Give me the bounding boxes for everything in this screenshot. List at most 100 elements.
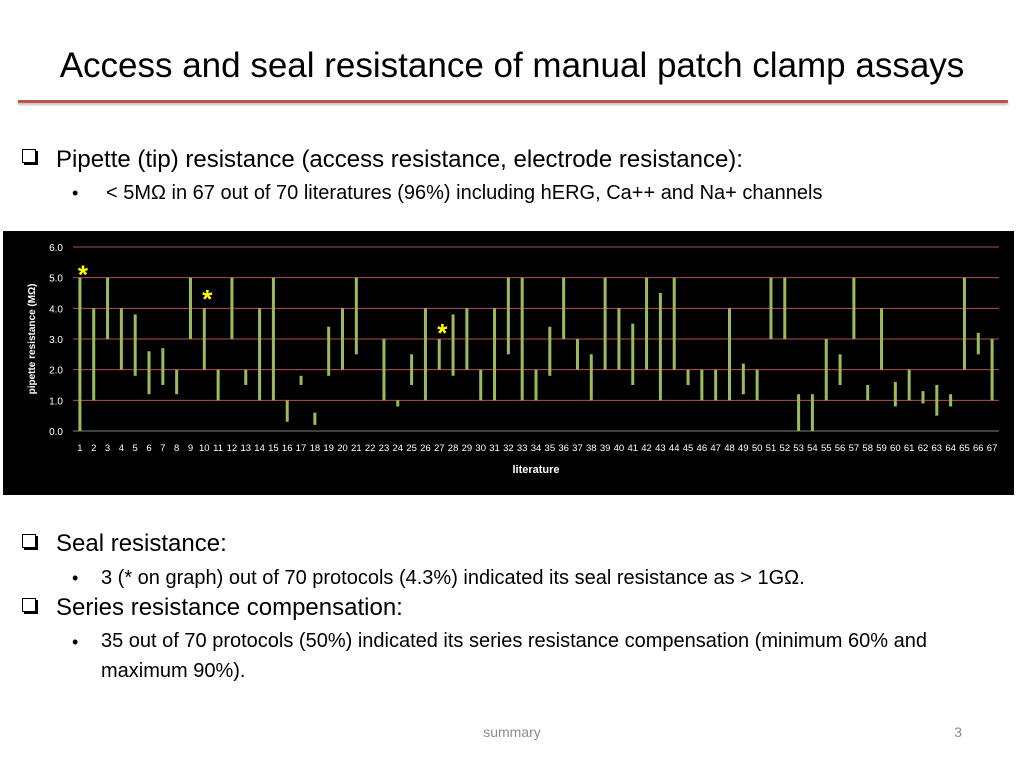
- range-bar: [714, 369, 718, 401]
- x-tick-label: 29: [462, 443, 473, 454]
- x-tick-label: 33: [517, 443, 528, 454]
- range-bar: [824, 339, 828, 401]
- series-heading: Series resistance compensation:: [56, 594, 403, 621]
- range-bar: [341, 308, 345, 370]
- slide-title: Access and seal resistance of manual pat…: [59, 46, 965, 85]
- range-bar: [893, 381, 897, 407]
- x-tick-label: 13: [240, 443, 251, 454]
- x-tick-label: 26: [420, 443, 431, 454]
- x-tick-label: 7: [160, 443, 165, 454]
- range-bar: [852, 277, 856, 339]
- range-bar: [106, 277, 110, 339]
- pipette-subpoint: < 5MΩ in 67 out of 70 literatures (96%) …: [106, 182, 823, 204]
- x-tick-label: 56: [835, 443, 846, 454]
- x-tick-label: 34: [531, 443, 542, 454]
- series-subpoint: 35 out of 70 protocols (50%) indicated i…: [101, 630, 927, 682]
- range-bar: [147, 351, 151, 395]
- x-tick-label: 22: [365, 443, 376, 454]
- x-tick-label: 50: [752, 443, 763, 454]
- range-bar: [354, 277, 358, 355]
- footer-label: summary: [483, 724, 541, 740]
- range-bar: [175, 369, 179, 395]
- range-bar: [658, 293, 662, 401]
- range-bar: [631, 323, 635, 385]
- range-bar: [976, 332, 980, 355]
- range-bar: [548, 326, 552, 376]
- y-axis-title: pipette resistance (MΩ): [27, 284, 38, 395]
- range-bar: [451, 314, 455, 376]
- x-tick-label: 27: [434, 443, 445, 454]
- range-bar: [700, 369, 704, 401]
- x-tick-label: 59: [876, 443, 887, 454]
- range-bar: [285, 400, 289, 422]
- x-tick-label: 28: [448, 443, 459, 454]
- y-tick-label: 5.0: [49, 274, 63, 285]
- range-bar: [382, 339, 386, 401]
- range-bar: [133, 314, 137, 376]
- chart-canvas: 0.01.02.03.04.05.06.01 2 3 4 5 6 7 8 9 10 11 12 13 14…: [27, 243, 999, 476]
- x-tick-label: 46: [697, 443, 708, 454]
- x-tick-label: 67: [987, 443, 998, 454]
- x-tick-label: 55: [821, 443, 832, 454]
- x-tick-label: 9: [188, 443, 193, 454]
- x-tick-label: 44: [669, 443, 680, 454]
- x-tick-label: 58: [862, 443, 873, 454]
- x-tick-label: 2: [91, 443, 96, 454]
- x-tick-label: 15: [268, 443, 279, 454]
- x-tick-label: 17: [296, 443, 307, 454]
- x-tick-label: 4: [119, 443, 124, 454]
- x-tick-label: 6: [146, 443, 151, 454]
- range-bar: [990, 339, 994, 401]
- range-bar: [258, 308, 262, 401]
- square-bullet-icon: [22, 149, 36, 163]
- x-tick-label: 12: [227, 443, 238, 454]
- range-bar: [119, 308, 123, 370]
- x-tick-label: 40: [614, 443, 625, 454]
- range-bar: [161, 348, 165, 385]
- x-tick-label: 66: [973, 443, 984, 454]
- range-bar: [949, 394, 953, 407]
- range-bar: [493, 308, 497, 401]
- x-tick-label: 25: [406, 443, 417, 454]
- range-bar: [575, 339, 579, 370]
- page-number: 3: [954, 724, 962, 740]
- x-tick-label: 54: [807, 443, 818, 454]
- star-annotation: *: [437, 318, 448, 348]
- x-tick-label: 19: [323, 443, 334, 454]
- star-annotation: *: [202, 284, 213, 314]
- x-tick-label: 20: [337, 443, 348, 454]
- range-bar: [520, 277, 524, 401]
- x-tick-label: 48: [724, 443, 735, 454]
- range-bar: [465, 308, 469, 370]
- range-bar: [686, 369, 690, 385]
- x-tick-label: 64: [945, 443, 956, 454]
- x-tick-label: 41: [627, 443, 638, 454]
- x-tick-label: 43: [655, 443, 666, 454]
- range-bar: [506, 277, 510, 355]
- title-underline: [18, 100, 1008, 103]
- range-bar: [437, 339, 441, 370]
- range-bar: [672, 277, 676, 370]
- range-bar: [271, 277, 275, 401]
- x-tick-label: 49: [738, 443, 749, 454]
- x-tick-label: 38: [586, 443, 597, 454]
- star-annotation: *: [78, 260, 89, 290]
- y-tick-label: 4.0: [49, 304, 63, 315]
- range-bar: [92, 308, 96, 401]
- x-tick-label: 65: [959, 443, 970, 454]
- x-tick-label: 31: [489, 443, 500, 454]
- square-bullet-icon: [22, 534, 36, 548]
- x-tick-label: 61: [904, 443, 915, 454]
- x-tick-label: 8: [174, 443, 179, 454]
- x-tick-label: 21: [351, 443, 362, 454]
- x-tick-label: 57: [849, 443, 860, 454]
- y-tick-label: 1.0: [49, 396, 63, 407]
- range-bar: [935, 385, 939, 416]
- range-bar: [741, 363, 745, 395]
- x-tick-label: 11: [213, 443, 223, 454]
- range-bar: [810, 394, 814, 431]
- x-tick-label: 32: [503, 443, 514, 454]
- x-tick-label: 51: [766, 443, 777, 454]
- x-tick-label: 3: [105, 443, 110, 454]
- range-bar: [617, 308, 621, 370]
